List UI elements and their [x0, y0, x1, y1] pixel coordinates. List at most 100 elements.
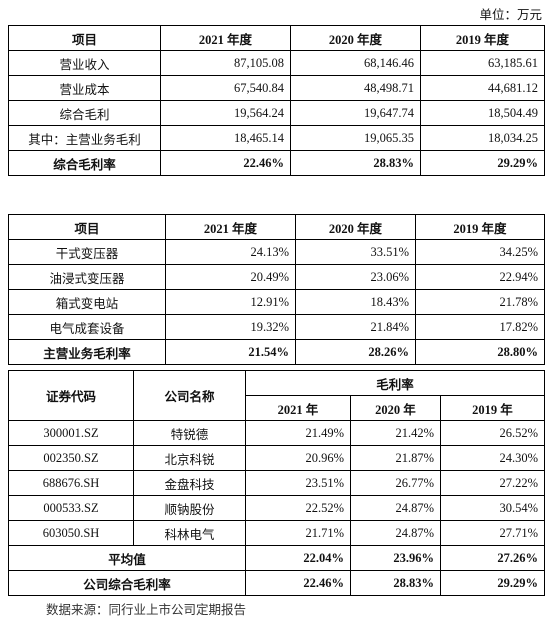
cell: 68,146.46 [290, 50, 421, 76]
cell: 21.71% [245, 520, 351, 546]
cell: 27.22% [440, 470, 545, 496]
cell: 20.96% [245, 445, 351, 471]
cell: 24.13% [165, 239, 296, 265]
cell: 主营业务毛利率 [8, 339, 166, 365]
cell: 综合毛利率 [8, 150, 161, 176]
cell: 26.77% [350, 470, 441, 496]
row: 项目 2021 年度 2020 年度 2019 年度 [8, 25, 545, 51]
cell: 28.83% [350, 570, 441, 596]
cell: 综合毛利 [8, 100, 161, 126]
cell: 28.83% [290, 150, 421, 176]
cell: 其中：主营业务毛利 [8, 125, 161, 151]
cell: 21.78% [415, 289, 545, 315]
row: 平均值 22.04% 23.96% 27.26% [8, 545, 545, 571]
cell: 002350.SZ [8, 445, 134, 471]
cell: 平均值 [8, 545, 246, 571]
cell: 19.32% [165, 314, 296, 340]
cell: 21.42% [350, 420, 441, 446]
cell: 22.94% [415, 264, 545, 290]
row: 综合毛利 19,564.24 19,647.74 18,504.49 [8, 100, 545, 126]
row: 公司综合毛利率 22.46% 28.83% 29.29% [8, 570, 545, 596]
row: 干式变压器 24.13% 33.51% 34.25% [8, 239, 545, 265]
cell: 营业收入 [8, 50, 161, 76]
cell: 箱式变电站 [8, 289, 166, 315]
cell: 34.25% [415, 239, 545, 265]
cell: 19,647.74 [290, 100, 421, 126]
row: 箱式变电站 12.91% 18.43% 21.78% [8, 289, 545, 315]
unit-note: 单位：万元 [479, 8, 542, 22]
row: 300001.SZ 特锐德 21.49% 21.42% 26.52% [8, 420, 545, 446]
cell: 23.51% [245, 470, 351, 496]
cell: 2021 年 [245, 395, 351, 421]
cell: 28.80% [415, 339, 545, 365]
cell: 2020 年度 [290, 25, 421, 51]
cell: 公司综合毛利率 [8, 570, 246, 596]
cell: 2021 年度 [165, 214, 296, 240]
row: 688676.SH 金盘科技 23.51% 26.77% 27.22% [8, 470, 545, 496]
cell: 18,504.49 [420, 100, 545, 126]
cell: 毛利率 [245, 370, 545, 396]
cell: 48,498.71 [290, 75, 421, 101]
cell: 17.82% [415, 314, 545, 340]
cell: 23.06% [295, 264, 416, 290]
cell: 300001.SZ [8, 420, 134, 446]
cell: 19,065.35 [290, 125, 421, 151]
cell: 18.43% [295, 289, 416, 315]
cell: 67,540.84 [160, 75, 291, 101]
cell: 12.91% [165, 289, 296, 315]
cell: 2020 年度 [295, 214, 416, 240]
cell: 29.29% [440, 570, 545, 596]
cell: 干式变压器 [8, 239, 166, 265]
cell: 26.52% [440, 420, 545, 446]
row: 主营业务毛利率 21.54% 28.26% 28.80% [8, 339, 545, 365]
cell: 21.54% [165, 339, 296, 365]
row: 项目 2021 年度 2020 年度 2019 年度 [8, 214, 545, 240]
cell: 18,034.25 [420, 125, 545, 151]
cell: 科林电气 [133, 520, 246, 546]
cell: 22.46% [245, 570, 351, 596]
cell: 19,564.24 [160, 100, 291, 126]
cell: 27.26% [440, 545, 545, 571]
cell: 24.30% [440, 445, 545, 471]
cell: 项目 [8, 214, 166, 240]
table-product-margin: 项目 2021 年度 2020 年度 2019 年度 干式变压器 24.13% 33.51%… [8, 214, 545, 365]
cell: 21.49% [245, 420, 351, 446]
cell: 电气成套设备 [8, 314, 166, 340]
cell: 44,681.12 [420, 75, 545, 101]
source-note: 数据来源：同行业上市公司定期报告 [46, 603, 247, 617]
cell: 18,465.14 [160, 125, 291, 151]
cell: 油浸式变压器 [8, 264, 166, 290]
cell: 北京科锐 [133, 445, 246, 471]
row: 其中：主营业务毛利 18,465.14 19,065.35 18,034.25 [8, 125, 545, 151]
cell: 20.49% [165, 264, 296, 290]
cell: 项目 [8, 25, 161, 51]
table-peer-comparison: 证券代码 公司名称 毛利率 2021 年 2020 年 2019 年 300001.SZ 特锐… [8, 370, 545, 596]
row: 002350.SZ 北京科锐 20.96% 21.87% 24.30% [8, 445, 545, 471]
cell: 金盘科技 [133, 470, 246, 496]
cell: 特锐德 [133, 420, 246, 446]
cell: 2019 年度 [420, 25, 545, 51]
cell: 21.87% [350, 445, 441, 471]
cell: 29.29% [420, 150, 545, 176]
cell: 30.54% [440, 495, 545, 521]
cell: 2019 年度 [415, 214, 545, 240]
cell: 603050.SH [8, 520, 134, 546]
row: 营业成本 67,540.84 48,498.71 44,681.12 [8, 75, 545, 101]
cell: 24.87% [350, 495, 441, 521]
cell: 63,185.61 [420, 50, 545, 76]
cell: 23.96% [350, 545, 441, 571]
cell: 000533.SZ [8, 495, 134, 521]
row: 油浸式变压器 20.49% 23.06% 22.94% [8, 264, 545, 290]
cell: 21.84% [295, 314, 416, 340]
cell: 营业成本 [8, 75, 161, 101]
row: 603050.SH 科林电气 21.71% 24.87% 27.71% [8, 520, 545, 546]
row: 2021 年 2020 年 2019 年 [9, 395, 545, 421]
table-profit: 项目 2021 年度 2020 年度 2019 年度 营业收入 87,105.08 68,1… [8, 25, 545, 176]
cell: 688676.SH [8, 470, 134, 496]
row: 综合毛利率 22.46% 28.83% 29.29% [8, 150, 545, 176]
cell: 24.87% [350, 520, 441, 546]
cell: 28.26% [295, 339, 416, 365]
row: 电气成套设备 19.32% 21.84% 17.82% [8, 314, 545, 340]
cell: 33.51% [295, 239, 416, 265]
